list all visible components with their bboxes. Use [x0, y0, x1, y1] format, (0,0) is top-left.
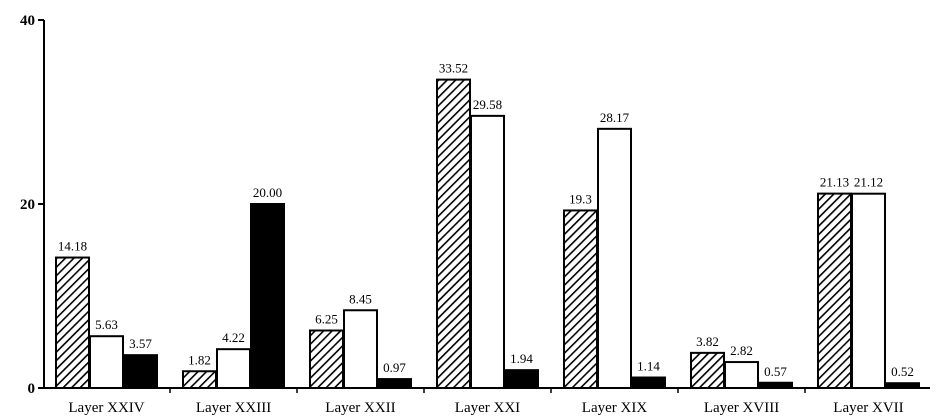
bar-series-2: [724, 361, 759, 389]
bars: [55, 78, 920, 390]
data-label: 6.25: [315, 312, 338, 327]
bar-series-3: [631, 376, 666, 389]
data-label: 14.18: [58, 239, 87, 254]
category-label: Layer XXIV: [68, 400, 144, 416]
bar-series-1: [55, 256, 90, 389]
bar-series-3: [885, 382, 920, 390]
bar-series-3: [377, 378, 412, 389]
data-label: 1.14: [637, 359, 660, 374]
data-label: 21.13: [820, 175, 849, 190]
category-label: Layer XXII: [325, 400, 395, 416]
bar-series-1: [436, 78, 471, 389]
category-label: Layer XIX: [582, 400, 648, 416]
bar-series-1: [817, 192, 852, 389]
y-tick-label: 40: [20, 13, 35, 29]
data-label: 28.17: [600, 110, 630, 125]
category-label: Layer XVII: [833, 400, 903, 416]
data-label: 3.57: [129, 336, 152, 351]
category-label: Layer XVIII: [704, 400, 779, 416]
data-label: 21.12: [854, 175, 883, 190]
bar-series-2: [851, 192, 886, 389]
bar-series-3: [758, 381, 793, 390]
data-labels: 14.18 1.82 6.25 33.52 19.3 3.82 21.13 5.63 4.22 8…: [58, 61, 914, 380]
bar-series-2: [216, 348, 251, 389]
bar-series-1: [182, 370, 217, 390]
bar-series-2: [89, 335, 124, 390]
data-label: 4.22: [222, 330, 245, 345]
bar-series-3: [250, 203, 285, 389]
bar-series-1: [563, 209, 598, 389]
bar-series-3: [123, 354, 158, 390]
bar-series-1: [690, 351, 725, 389]
data-label: 0.57: [764, 364, 787, 379]
data-label: 29.58: [473, 97, 502, 112]
bar-series-2: [597, 127, 632, 389]
data-label: 1.94: [510, 351, 533, 366]
bar-series-2: [470, 114, 505, 389]
data-label: 20.00: [253, 185, 282, 200]
category-label: Layer XXI: [455, 400, 520, 416]
y-tick-label: 20: [20, 197, 35, 213]
category-label: Layer XXIII: [196, 400, 271, 416]
bar-series-2: [343, 309, 378, 390]
data-label: 8.45: [349, 291, 372, 306]
data-label: 2.82: [730, 343, 753, 358]
data-label: 0.52: [891, 364, 914, 379]
data-label: 1.82: [188, 352, 211, 367]
data-label: 3.82: [696, 334, 719, 349]
bar-series-3: [504, 369, 539, 390]
bar-series-1: [309, 329, 344, 389]
data-label: 0.97: [383, 360, 406, 375]
data-label: 5.63: [95, 317, 118, 332]
data-label: 33.52: [439, 61, 468, 76]
y-tick-label: 0: [28, 381, 36, 397]
data-label: 19.3: [569, 191, 592, 206]
